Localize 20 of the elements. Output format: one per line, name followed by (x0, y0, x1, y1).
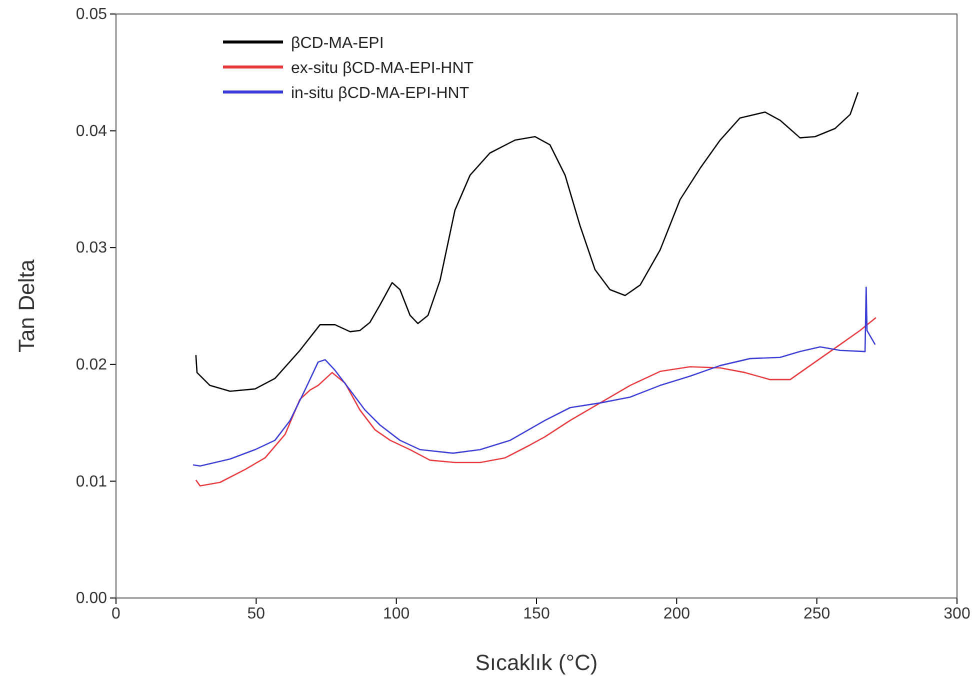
x-tick-label: 150 (523, 605, 550, 622)
x-tick-label: 50 (247, 605, 266, 622)
line-series (195, 317, 877, 487)
x-tick-label: 300 (944, 605, 970, 622)
y-tick-label: 0.04 (76, 122, 108, 140)
legend-label: in-situ βCD-MA-EPI-HNT (291, 85, 470, 102)
x-tick-label: 100 (382, 605, 410, 622)
line-series (192, 286, 876, 467)
y-axis-title: Tan Delta (14, 258, 39, 352)
x-tick-label: 200 (663, 605, 690, 622)
y-tick-label: 0.00 (76, 590, 108, 608)
y-tick-label: 0.03 (76, 240, 108, 257)
x-axis-title: Sıcaklık (°C) (475, 650, 598, 675)
y-tick-label: 0.02 (76, 356, 108, 374)
x-tick-label: 0 (112, 605, 121, 622)
legend-label: βCD-MA-EPI (291, 35, 384, 52)
y-tick-label: 0.01 (76, 473, 108, 490)
y-tick-label: 0.05 (76, 6, 108, 24)
x-tick-label: 250 (803, 605, 830, 622)
legend-label: ex-situ βCD-MA-EPI-HNT (291, 60, 474, 77)
